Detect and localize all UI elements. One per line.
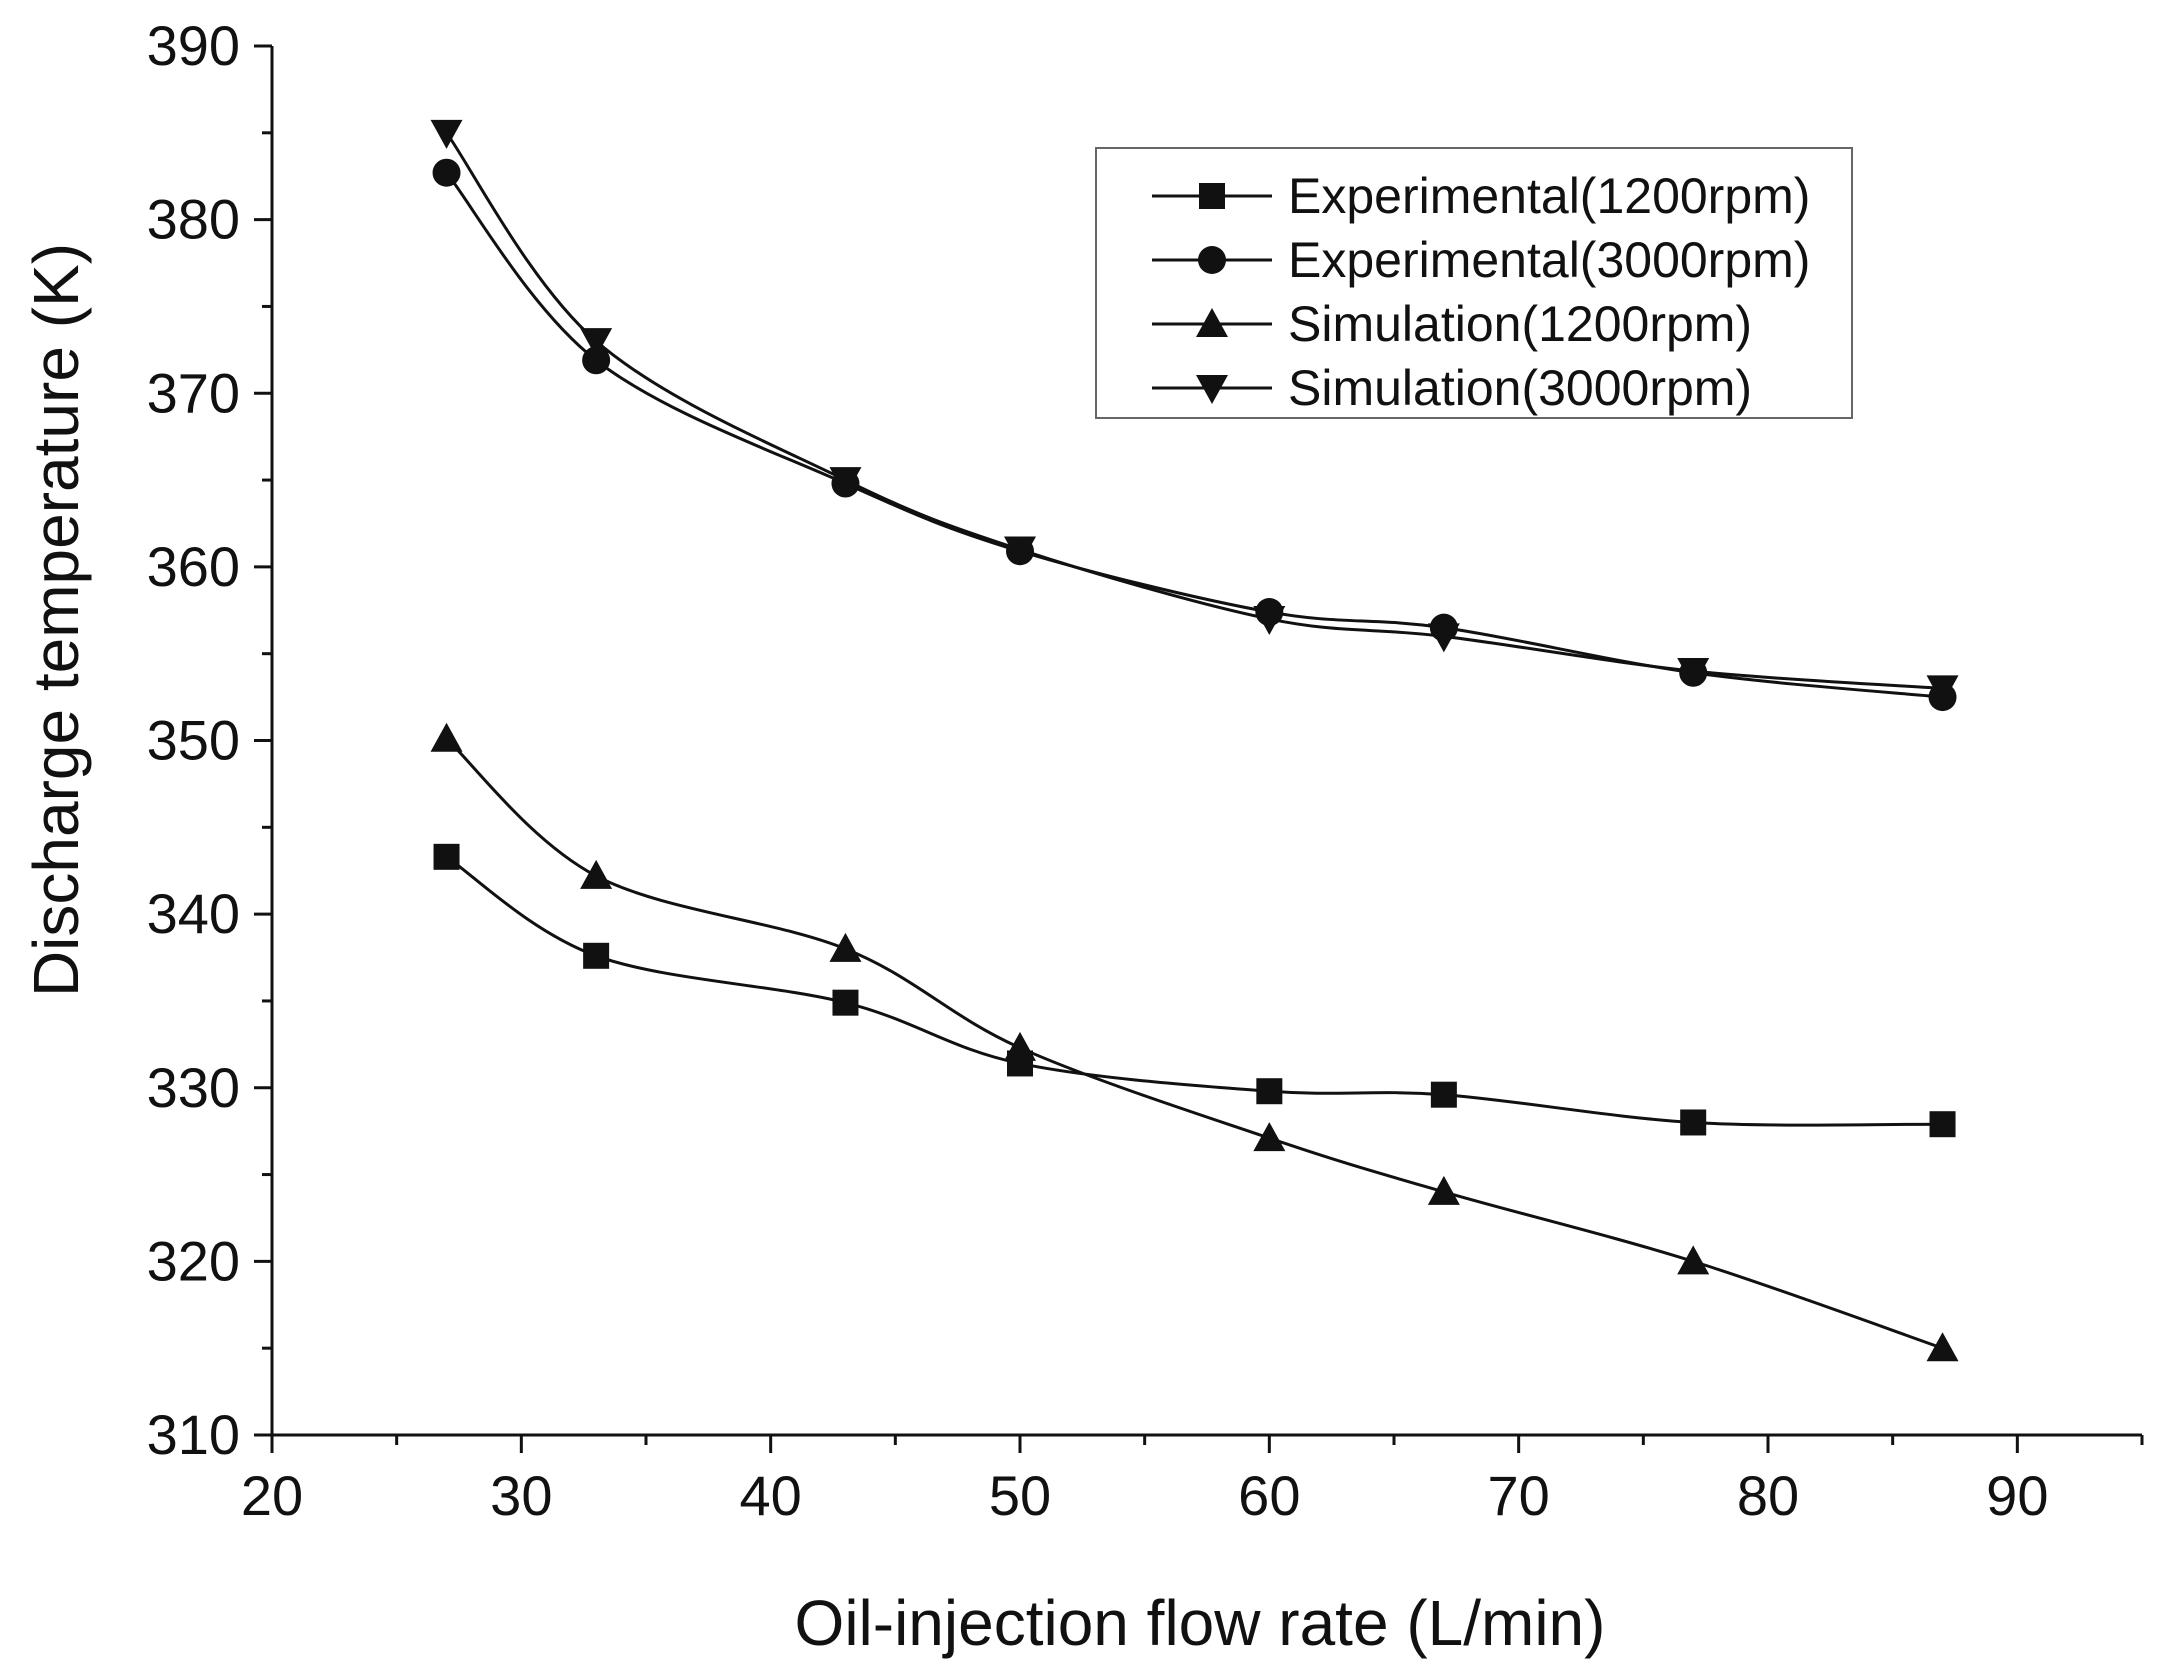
x-tick-label: 20 [241,1464,303,1527]
data-point [1253,605,1286,635]
y-tick-label: 350 [147,709,240,772]
data-point [1256,1078,1283,1105]
data-point [433,843,460,870]
data-point [580,328,613,358]
legend-item: Simulation(3000rpm) [1152,360,1752,416]
legend-item: Experimental(1200rpm) [1152,168,1810,224]
data-point [1680,1109,1707,1136]
data-point [1253,1122,1286,1152]
data-point [1926,1332,1959,1362]
data-point [582,346,611,375]
legend-item: Experimental(3000rpm) [1152,232,1810,288]
data-point [580,859,613,889]
y-tick-label: 330 [147,1056,240,1119]
data-point [583,942,610,969]
legend-marker [1198,246,1226,274]
data-point [829,932,862,962]
x-tick-label: 50 [989,1464,1051,1527]
x-tick-label: 40 [740,1464,802,1527]
data-point [1004,536,1036,566]
legend: Experimental(1200rpm) Experimental(3000rp… [1095,147,1853,419]
legend-label: Experimental(1200rpm) [1288,168,1810,224]
data-point [430,119,463,149]
y-tick-label: 360 [147,535,240,598]
data-point [832,989,859,1016]
series-line [445,855,1943,1127]
y-tick-label: 370 [147,361,240,424]
data-point [1427,623,1460,653]
series-line [445,737,1944,1350]
series-triangle-up [430,722,1959,1362]
data-point [430,722,463,752]
y-tick-label: 340 [147,882,240,945]
series-layer [430,119,1959,1362]
series-square [433,843,1956,1138]
series-line [445,131,1943,690]
data-point [1926,675,1959,705]
x-tick-label: 30 [490,1464,552,1527]
legend-label: Experimental(3000rpm) [1288,232,1810,288]
axes: 20 30 40 50 60 70 80 90 310 320 330 340 350 360 370 380… [147,14,2144,1527]
data-point [1004,1031,1036,1061]
legend-marker [1196,375,1228,404]
legend-label: Simulation(1200rpm) [1288,296,1752,352]
x-tick-label: 90 [1986,1464,2048,1527]
y-tick-label: 390 [147,14,240,77]
legend-item: Simulation(1200rpm) [1152,296,1752,352]
legend-label: Simulation(3000rpm) [1288,360,1752,416]
data-point [1427,1175,1460,1205]
data-point [1929,1111,1956,1138]
y-axis-title: Discharge temperature (K) [20,243,92,997]
y-tick-label: 380 [147,188,240,251]
x-tick-label: 80 [1737,1464,1799,1527]
y-tick-label: 320 [147,1229,240,1292]
x-axis-title: Oil-injection flow rate (L/min) [795,1587,1606,1659]
data-point [1677,1245,1710,1275]
legend-marker [1199,183,1225,209]
y-tick-label: 310 [147,1403,240,1466]
x-tick-label: 60 [1238,1464,1300,1527]
x-tick-label: 70 [1488,1464,1550,1527]
data-point [829,467,862,497]
data-point [1677,658,1710,688]
data-point [432,158,461,187]
series-triangle-down [430,119,1959,705]
legend-marker [1196,308,1228,337]
data-point [1430,1081,1457,1108]
